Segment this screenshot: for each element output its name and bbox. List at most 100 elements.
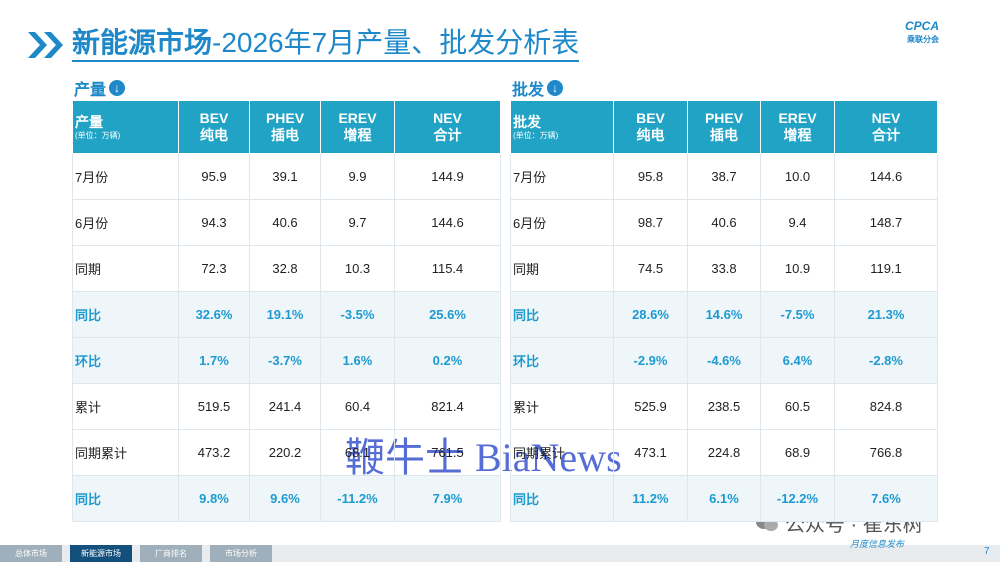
table-row: 同比 11.2% 6.1% -12.2% 7.6%: [510, 475, 938, 522]
cell: 32.8: [249, 245, 321, 292]
row-label: 同期: [72, 245, 179, 292]
column-header-line: 增程: [343, 127, 372, 143]
column-header-line: EREV: [338, 110, 377, 126]
cell: -2.9%: [613, 337, 688, 384]
cell: 220.2: [249, 429, 321, 476]
title: 新能源市场-2026年7月产量、批发分析表: [72, 26, 580, 62]
table-row: 7月份 95.9 39.1 9.9 144.9: [72, 153, 501, 200]
column-header: EREV 增程: [760, 100, 835, 154]
table-row: 7月份 95.8 38.7 10.0 144.6: [510, 153, 938, 200]
table-row: 环比 -2.9% -4.6% 6.4% -2.8%: [510, 337, 938, 384]
cell: 238.5: [687, 383, 761, 430]
cell: 98.7: [613, 199, 688, 246]
footer-tab: 新能源市场: [70, 545, 132, 562]
cell: 519.5: [178, 383, 250, 430]
cell: 11.2%: [613, 475, 688, 522]
header-cell: 批发 (单位：万辆): [510, 100, 614, 154]
row-label: 环比: [510, 337, 614, 384]
cell: 25.6%: [394, 291, 501, 338]
section-title: 批发: [512, 82, 545, 99]
row-label: 同期累计: [510, 429, 614, 476]
column-header-line: NEV: [433, 110, 462, 126]
footer-note: 月度信息发布: [850, 539, 905, 549]
cell: 821.4: [394, 383, 501, 430]
cell: 144.9: [394, 153, 501, 200]
cell: 224.8: [687, 429, 761, 476]
header-cell: 产量 (单位：万辆): [72, 100, 179, 154]
cell: 38.7: [687, 153, 761, 200]
column-header-line: 纯电: [200, 127, 228, 143]
chevrons: [28, 32, 63, 58]
cell: 10.3: [320, 245, 395, 292]
row-label: 同比: [510, 475, 614, 522]
cell: 40.6: [249, 199, 321, 246]
logo-text: CPCA: [905, 19, 940, 33]
column-header: NEV 合计: [394, 100, 501, 154]
column-header: PHEV 插电: [687, 100, 761, 154]
cell: 68.9: [760, 429, 835, 476]
cell: 525.9: [613, 383, 688, 430]
cell: 241.4: [249, 383, 321, 430]
table-row: 同期 72.3 32.8 10.3 115.4: [72, 245, 501, 292]
cell: -11.2%: [320, 475, 395, 522]
row-label: 环比: [72, 337, 179, 384]
cell: 761.5: [394, 429, 501, 476]
cell: 33.8: [687, 245, 761, 292]
table-row: 同比 9.8% 9.6% -11.2% 7.9%: [72, 475, 501, 522]
column-header-line: BEV: [199, 110, 229, 126]
row-label: 同比: [72, 475, 179, 522]
column-header: NEV 合计: [834, 100, 938, 154]
column-header: PHEV 插电: [249, 100, 321, 154]
column-header-line: PHEV: [704, 110, 744, 126]
table-row: 环比 1.7% -3.7% 1.6% 0.2%: [72, 337, 501, 384]
cell: 40.6: [687, 199, 761, 246]
cell: -3.7%: [249, 337, 321, 384]
cell: 0.2%: [394, 337, 501, 384]
cell: 144.6: [834, 153, 938, 200]
row-label: 累计: [510, 383, 614, 430]
section-label: 产量 ↓: [74, 76, 126, 100]
cell: 9.9: [320, 153, 395, 200]
header-row: 批发 (单位：万辆) BEV 纯电 PHEV 插电 EREV 增程 NEV 合计: [510, 100, 938, 154]
row-label: 同比: [72, 291, 179, 338]
cell: 60.4: [320, 383, 395, 430]
column-header: BEV 纯电: [613, 100, 688, 154]
cell: 7.9%: [394, 475, 501, 522]
cell: 148.7: [834, 199, 938, 246]
title-main: 新能源市场: [72, 27, 213, 58]
cell: -2.8%: [834, 337, 938, 384]
header-text: 批发: [513, 113, 541, 130]
column-header-line: EREV: [778, 110, 817, 126]
footer-tab: 总体市场: [0, 545, 62, 562]
cell: 68.1: [320, 429, 395, 476]
cell: 473.1: [613, 429, 688, 476]
column-header-line: BEV: [636, 110, 665, 126]
table-row: 同比 28.6% 14.6% -7.5% 21.3%: [510, 291, 938, 338]
row-label: 同期: [510, 245, 614, 292]
column-header: BEV 纯电: [178, 100, 250, 154]
cell: 9.7: [320, 199, 395, 246]
row-label: 6月份: [72, 199, 179, 246]
cell: 28.6%: [613, 291, 688, 338]
cell: 766.8: [834, 429, 938, 476]
cell: 7.6%: [834, 475, 938, 522]
column-header-line: 增程: [783, 127, 812, 143]
cell: 32.6%: [178, 291, 250, 338]
cell: 94.3: [178, 199, 250, 246]
cell: 21.3%: [834, 291, 938, 338]
footer-tab: 厂商排名: [140, 545, 202, 562]
cell: 1.6%: [320, 337, 395, 384]
column-header-line: 纯电: [636, 127, 665, 143]
table-row: 同期累计 473.2 220.2 68.1 761.5: [72, 429, 501, 476]
cell: 6.4%: [760, 337, 835, 384]
row-label: 同比: [510, 291, 614, 338]
column-header-line: 合计: [872, 127, 900, 143]
column-header-line: 合计: [433, 127, 462, 143]
row-label: 7月份: [72, 153, 179, 200]
cell: 14.6%: [687, 291, 761, 338]
cell: 144.6: [394, 199, 501, 246]
cell: 19.1%: [249, 291, 321, 338]
header-text: 产量: [75, 113, 103, 130]
column-header-line: 插电: [271, 127, 299, 143]
